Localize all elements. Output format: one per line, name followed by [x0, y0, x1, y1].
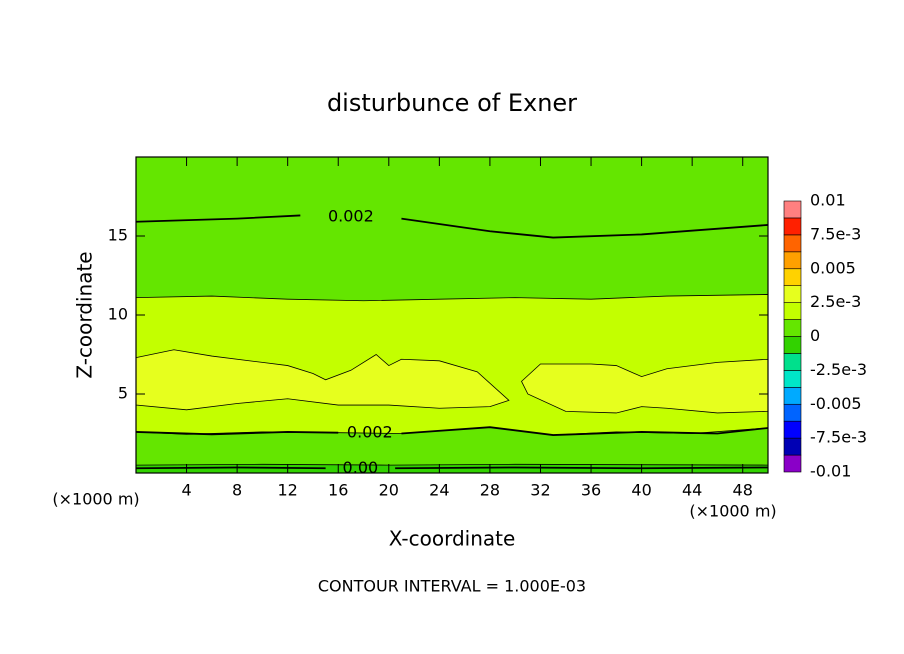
filled-region: [135, 349, 510, 411]
contour-line: [135, 214, 769, 239]
colorbar-tick-label: 7.5e-3: [810, 224, 861, 243]
contour-label: 0.00: [343, 458, 379, 477]
colorbar-band: [783, 200, 802, 219]
x-tick-label: 12: [278, 481, 298, 500]
colorbar-band: [783, 370, 802, 388]
x-tick-label: 36: [581, 481, 601, 500]
colorbar-tick-label: 0.005: [810, 258, 856, 277]
colorbar-band: [783, 387, 802, 405]
colorbar-band: [783, 420, 802, 439]
colorbar-band: [783, 403, 802, 422]
chart-title: disturbunce of Exner: [327, 89, 577, 117]
x-tick-label: 24: [429, 481, 449, 500]
colorbar-band: [783, 302, 802, 320]
colorbar-tick-label: -7.5e-3: [810, 428, 867, 447]
contour-line: [135, 466, 769, 470]
contour-label: 0.002: [347, 423, 393, 442]
colorbar-band: [783, 234, 802, 253]
x-axis-label: X-coordinate: [389, 527, 516, 551]
y-tick-label: 15: [108, 226, 128, 245]
y-unit: (×1000 m): [52, 490, 139, 509]
colorbar-band: [783, 437, 802, 456]
colorbar-tick-label: 0.01: [810, 191, 846, 210]
colorbar-tick-label: -2.5e-3: [810, 360, 867, 379]
x-unit: (×1000 m): [689, 502, 776, 521]
x-tick-label: 28: [480, 481, 500, 500]
x-tick-label: 20: [379, 481, 399, 500]
contour-label: 0.002: [328, 207, 374, 226]
colorbar-band: [783, 336, 802, 354]
x-tick-label: 44: [682, 481, 702, 500]
colorbar-tick-label: -0.01: [810, 462, 851, 481]
colorbar-band: [783, 285, 802, 303]
colorbar-band: [783, 217, 802, 236]
x-tick-label: 8: [232, 481, 242, 500]
contour-line: [135, 426, 769, 436]
colorbar-band: [783, 251, 802, 270]
y-tick-label: 5: [118, 384, 128, 403]
x-tick-label: 16: [328, 481, 348, 500]
x-tick-label: 4: [181, 481, 191, 500]
colorbar-band: [783, 319, 802, 337]
y-tick-label: 10: [108, 305, 128, 324]
footer: CONTOUR INTERVAL = 1.000E-03: [318, 577, 586, 596]
x-tick-label: 40: [631, 481, 651, 500]
x-tick-label: 32: [530, 481, 550, 500]
colorbar-band: [783, 353, 802, 371]
x-tick-label: 48: [733, 481, 753, 500]
colorbar-tick-label: -0.005: [810, 394, 862, 413]
colorbar-band: [783, 268, 802, 286]
y-axis-label: Z-coordinate: [73, 251, 97, 378]
colorbar-tick-label: 0: [810, 326, 820, 345]
colorbar-tick-label: 2.5e-3: [810, 292, 861, 311]
colorbar-band: [783, 454, 802, 473]
